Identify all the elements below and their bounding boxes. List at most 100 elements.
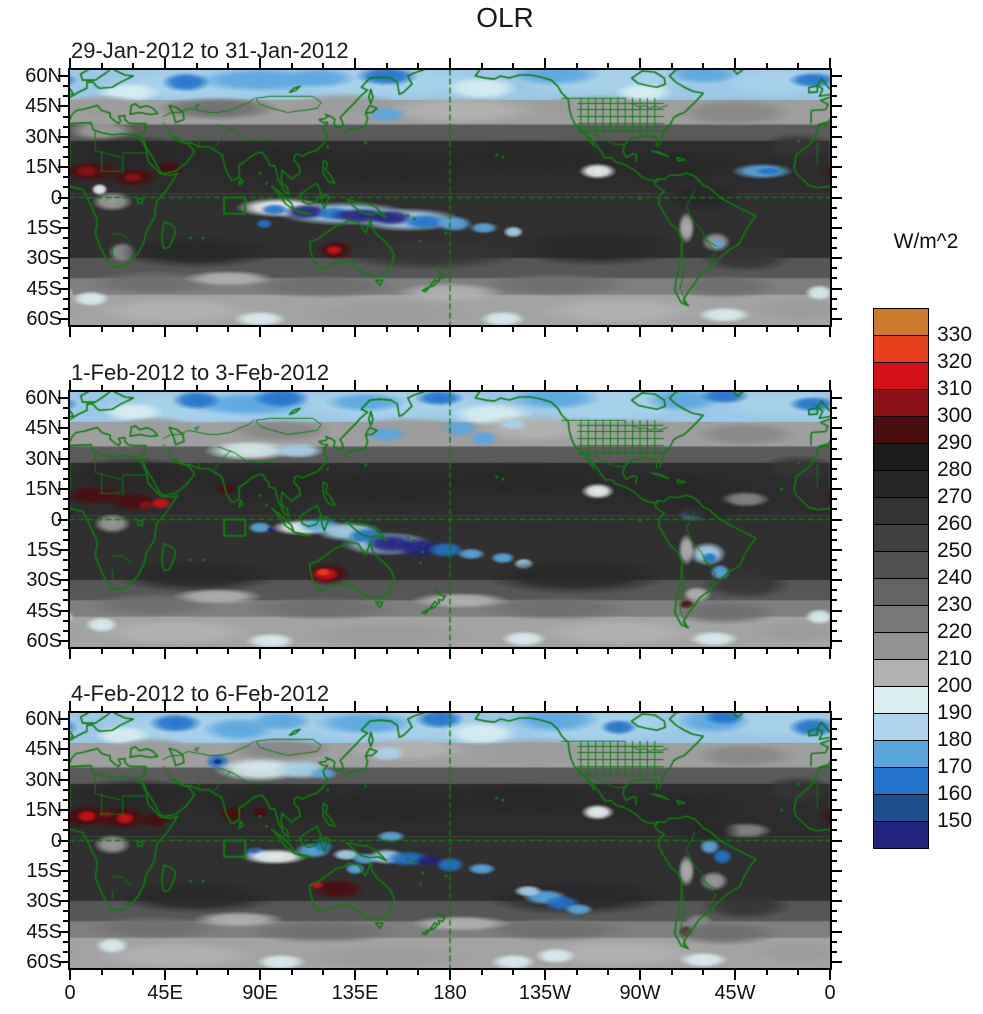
axis-tick bbox=[544, 58, 546, 68]
axis-tick bbox=[63, 788, 68, 791]
axis-tick bbox=[832, 135, 842, 138]
axis-tick bbox=[702, 706, 705, 711]
axis-tick bbox=[132, 327, 135, 332]
axis-tick bbox=[290, 970, 293, 975]
axis-tick bbox=[227, 649, 230, 654]
axis-tick bbox=[832, 115, 837, 118]
axis-tick bbox=[575, 970, 578, 975]
lat-axis-label: 15N bbox=[25, 478, 62, 501]
axis-tick bbox=[832, 609, 842, 612]
lon-axis-label: 0 bbox=[64, 982, 76, 1004]
axis-tick bbox=[63, 247, 68, 250]
lat-axis-label: 30N bbox=[25, 768, 62, 791]
lon-axis-label: 180 bbox=[433, 982, 467, 1004]
axis-tick bbox=[58, 135, 68, 138]
axis-tick bbox=[385, 63, 388, 68]
axis-tick bbox=[670, 970, 673, 975]
axis-tick bbox=[832, 186, 837, 189]
axis-tick bbox=[164, 701, 166, 711]
colorbar-tick-label: 290 bbox=[937, 431, 973, 454]
axis-tick bbox=[58, 317, 68, 320]
axis-tick bbox=[63, 447, 68, 450]
axis-tick bbox=[512, 385, 515, 390]
axis-tick bbox=[322, 970, 325, 975]
axis-tick bbox=[449, 327, 451, 337]
axis-tick bbox=[58, 839, 68, 842]
colorbar-tick-label: 260 bbox=[937, 512, 973, 535]
axis-tick bbox=[58, 639, 68, 642]
axis-tick bbox=[832, 528, 837, 531]
axis-tick bbox=[100, 63, 103, 68]
lon-axis-label: 90E bbox=[242, 982, 278, 1004]
colorbar-cell bbox=[874, 768, 928, 795]
axis-tick bbox=[480, 63, 483, 68]
axis-tick bbox=[63, 538, 68, 541]
axis-tick bbox=[575, 327, 578, 332]
colorbar-tick-label: 160 bbox=[937, 782, 973, 805]
axis-tick bbox=[58, 579, 68, 582]
axis-tick bbox=[670, 63, 673, 68]
axis-tick bbox=[417, 63, 420, 68]
axis-tick bbox=[100, 649, 103, 654]
axis-tick bbox=[58, 900, 68, 903]
axis-tick bbox=[832, 839, 842, 842]
axis-tick bbox=[832, 738, 837, 741]
axis-tick bbox=[512, 970, 515, 975]
axis-tick bbox=[63, 176, 68, 179]
axis-tick bbox=[544, 649, 546, 659]
axis-tick bbox=[58, 930, 68, 933]
lat-axis-label: 30N bbox=[25, 447, 62, 470]
axis-tick bbox=[58, 457, 68, 460]
lat-axis-label: 15S bbox=[26, 216, 62, 239]
axis-tick bbox=[449, 701, 451, 711]
axis-tick bbox=[512, 327, 515, 332]
axis-tick bbox=[290, 63, 293, 68]
axis-tick bbox=[832, 247, 837, 250]
axis-tick bbox=[63, 115, 68, 118]
axis-tick bbox=[797, 63, 800, 68]
axis-tick bbox=[734, 380, 736, 390]
axis-tick bbox=[670, 706, 673, 711]
axis-tick bbox=[58, 257, 68, 260]
axis-tick bbox=[765, 327, 768, 332]
axis-tick bbox=[417, 327, 420, 332]
lon-axis-label: 0 bbox=[824, 982, 836, 1004]
axis-tick bbox=[832, 910, 837, 913]
colorbar-cell bbox=[874, 471, 928, 498]
axis-tick bbox=[832, 809, 842, 812]
axis-tick bbox=[63, 145, 68, 148]
axis-tick bbox=[832, 788, 837, 791]
axis-tick bbox=[797, 327, 800, 332]
axis-tick bbox=[385, 706, 388, 711]
axis-tick bbox=[63, 859, 68, 862]
axis-tick bbox=[63, 768, 68, 771]
axis-tick bbox=[832, 819, 837, 822]
axis-tick bbox=[734, 649, 736, 659]
axis-tick bbox=[829, 327, 831, 337]
axis-tick bbox=[832, 437, 837, 440]
axis-tick bbox=[797, 706, 800, 711]
axis-tick bbox=[480, 385, 483, 390]
axis-tick bbox=[63, 890, 68, 893]
axis-tick bbox=[63, 156, 68, 159]
axis-tick bbox=[575, 385, 578, 390]
axis-tick bbox=[734, 701, 736, 711]
axis-tick bbox=[63, 799, 68, 802]
axis-tick bbox=[164, 380, 166, 390]
axis-tick bbox=[58, 196, 68, 199]
lat-axis-label: 30N bbox=[25, 125, 62, 148]
axis-tick bbox=[832, 447, 837, 450]
lon-axis-label: 135E bbox=[331, 982, 379, 1004]
colorbar-cell bbox=[874, 822, 928, 848]
axis-tick bbox=[832, 478, 837, 481]
colorbar-cell bbox=[874, 444, 928, 471]
axis-tick bbox=[832, 427, 842, 430]
axis-tick bbox=[58, 869, 68, 872]
axis-tick bbox=[832, 156, 837, 159]
axis-tick bbox=[417, 649, 420, 654]
lat-axis-label: 15N bbox=[25, 156, 62, 179]
lat-axis-label: 45S bbox=[26, 277, 62, 300]
axis-tick bbox=[63, 206, 68, 209]
axis-tick bbox=[322, 385, 325, 390]
axis-tick bbox=[832, 297, 837, 300]
